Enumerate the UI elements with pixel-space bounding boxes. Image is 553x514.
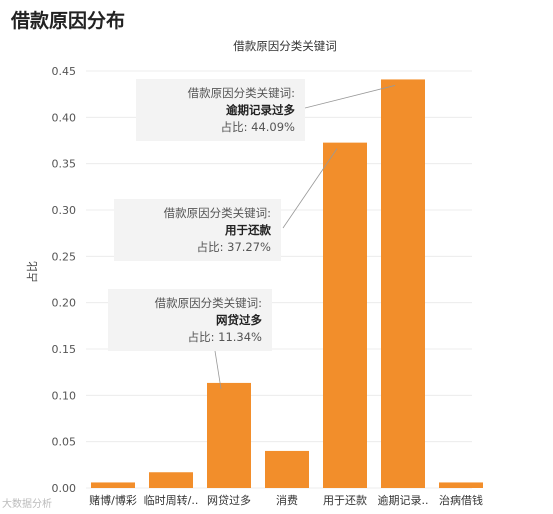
- bar[interactable]: [207, 382, 251, 488]
- bar[interactable]: [91, 482, 135, 488]
- y-tick-label: 0.30: [52, 204, 77, 217]
- y-tick-label: 0.10: [52, 389, 77, 402]
- y-tick-label: 0.15: [52, 343, 77, 356]
- y-tick-label: 0.20: [52, 297, 77, 310]
- callout-label: 借款原因分类关键词:: [154, 296, 262, 310]
- y-tick-label: 0.40: [52, 111, 77, 124]
- callout-leader-line: [282, 148, 338, 229]
- y-tick-label: 0.35: [52, 158, 77, 171]
- bar[interactable]: [265, 450, 309, 488]
- callout-overdue: 借款原因分类关键词: 逾期记录过多 占比: 44.09%: [136, 79, 305, 141]
- chart-title: 借款原因分类关键词: [233, 39, 337, 53]
- callout-label: 借款原因分类关键词:: [163, 206, 271, 220]
- callout-category: 用于还款: [225, 223, 271, 237]
- callout-ratio: 占比: 37.27%: [196, 240, 271, 254]
- callout-category: 逾期记录过多: [226, 103, 295, 117]
- x-tick-label: 逾期记录..: [378, 493, 429, 507]
- callout-repayment: 借款原因分类关键词: 用于还款 占比: 37.27%: [114, 199, 281, 261]
- x-tick-label: 赌博/博彩: [89, 493, 137, 507]
- y-tick-label: 0.45: [52, 65, 77, 78]
- bar[interactable]: [439, 482, 483, 488]
- callout-category: 网贷过多: [216, 313, 262, 327]
- page-title: 借款原因分布: [11, 10, 126, 32]
- x-tick-label: 用于还款: [323, 493, 367, 507]
- bar[interactable]: [323, 142, 367, 488]
- callout-leader-line: [304, 85, 396, 109]
- y-axis-label: 占比: [25, 261, 39, 283]
- callout-leader-line: [214, 350, 222, 389]
- x-tick-label: 治病借钱: [439, 493, 483, 507]
- watermark: 大数据分析: [2, 499, 52, 510]
- y-tick-label: 0.00: [52, 482, 77, 495]
- bar[interactable]: [381, 79, 425, 488]
- callout-ratio: 占比: 11.34%: [187, 330, 262, 344]
- y-tick-label: 0.25: [52, 250, 77, 263]
- x-tick-label: 网贷过多: [207, 493, 251, 507]
- callout-ratio: 占比: 44.09%: [220, 120, 295, 134]
- callout-label: 借款原因分类关键词:: [187, 86, 295, 100]
- bar[interactable]: [149, 472, 193, 488]
- x-tick-label: 消费: [276, 493, 298, 507]
- y-tick-label: 0.05: [52, 436, 77, 449]
- callout-online-loans: 借款原因分类关键词: 网贷过多 占比: 11.34%: [108, 289, 272, 351]
- x-tick-label: 临时周转/..: [144, 493, 199, 507]
